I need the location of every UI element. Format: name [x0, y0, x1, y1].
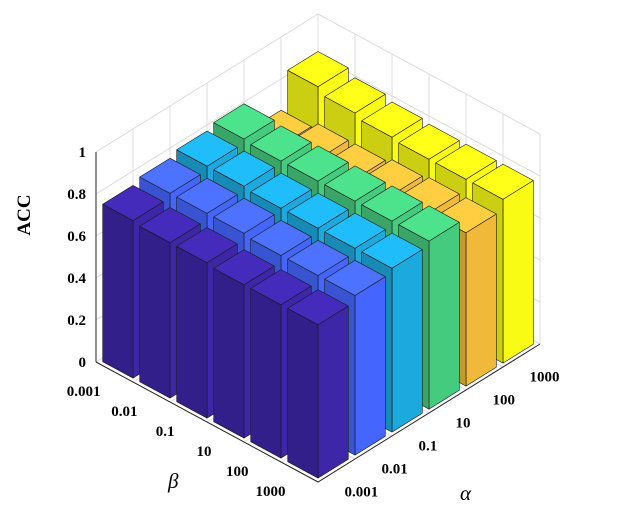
bar-front-face	[428, 222, 460, 410]
bar-side-face	[213, 268, 245, 439]
bar-top-face	[324, 212, 386, 249]
bar-side-face	[102, 203, 134, 379]
z-tick-label: 0.4	[67, 271, 86, 287]
beta-tick-label: 0.001	[67, 384, 101, 400]
bar-top-face	[287, 145, 349, 182]
z-tick-label: 0	[79, 355, 87, 371]
bar-front-face	[465, 213, 497, 387]
z-axis-title: ACC	[14, 194, 35, 235]
bar-side-face	[250, 288, 282, 459]
bar-top-face	[287, 192, 349, 229]
bar-top-face	[213, 249, 275, 286]
beta-tick-label: 100	[226, 464, 249, 480]
beta-tick-label: 0.1	[156, 424, 175, 440]
beta-tick-label: 0.01	[111, 404, 137, 420]
alpha-tick-label: 1000	[530, 370, 560, 386]
bar-front-face	[317, 305, 349, 479]
bar-top-face	[361, 101, 423, 138]
x-axis-title: α	[460, 481, 472, 505]
bar-top-face	[250, 172, 312, 209]
bar-top-face	[287, 289, 349, 326]
bar-top-face	[102, 185, 164, 221]
bar-top-face	[213, 150, 275, 187]
grid-line	[95, 13, 541, 153]
bar-side-face	[176, 246, 208, 419]
z-tick-label: 0.6	[67, 229, 86, 245]
chart-labels: ACC α β 00.20.40.60.810.0010.010.1101001…	[14, 145, 560, 505]
bar-front-face	[391, 249, 423, 433]
bar-top-face	[398, 205, 460, 242]
z-tick-label: 1	[79, 145, 87, 161]
bar-top-face	[287, 240, 349, 276]
bar	[287, 289, 349, 479]
bar-top-face	[324, 259, 386, 296]
y-axis-title: β	[167, 469, 179, 493]
bar-top-face	[139, 157, 201, 194]
bar-top-face	[213, 197, 275, 234]
floor-axis-lines	[95, 343, 541, 483]
alpha-tick-label: 100	[493, 393, 516, 409]
bar-top-face	[398, 123, 460, 160]
bar-top-face	[287, 51, 349, 87]
bar-top-face	[250, 269, 312, 306]
bar-top-face	[139, 207, 201, 243]
bar-side-face	[139, 226, 171, 399]
z-tick-label: 0.2	[67, 313, 86, 329]
bar-top-face	[176, 177, 238, 214]
bar-top-face	[361, 185, 423, 222]
alpha-tick-label: 0.1	[419, 439, 438, 455]
bar-top-face	[250, 125, 312, 162]
beta-tick-label: 10	[197, 444, 212, 460]
bar-top-face	[213, 103, 275, 140]
chart-bars	[102, 51, 534, 479]
bar-top-face	[324, 77, 386, 114]
z-tick-label: 0.8	[67, 187, 86, 203]
bar-top-face	[472, 163, 534, 200]
alpha-tick-label: 10	[456, 416, 471, 432]
bar-top-face	[176, 130, 238, 167]
alpha-tick-label: 0.01	[382, 462, 408, 478]
bar-top-face	[250, 220, 312, 256]
beta-tick-label: 1000	[256, 484, 286, 500]
bar-top-face	[435, 143, 497, 180]
bar-front-face	[354, 276, 386, 456]
bar-front-face	[502, 180, 534, 364]
bar-top-face	[324, 165, 386, 202]
bar-top-face	[176, 227, 238, 264]
bar-top-face	[361, 232, 423, 269]
alpha-tick-label: 0.001	[345, 485, 379, 501]
bar-side-face	[287, 308, 319, 479]
